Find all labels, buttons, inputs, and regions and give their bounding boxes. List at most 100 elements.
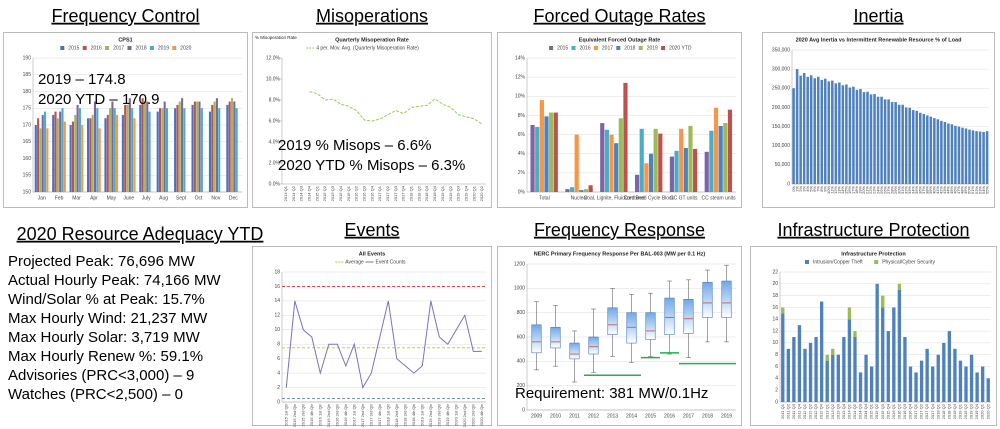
legend-swatch — [638, 46, 643, 50]
bar — [869, 94, 873, 184]
y-tick-label: 0 — [787, 181, 790, 187]
bar — [674, 150, 679, 192]
x-tick-label: 2018 4th Qtr — [411, 403, 416, 426]
bar-segment — [969, 354, 974, 402]
bar — [936, 119, 940, 184]
x-tick-label: Mar — [72, 195, 81, 201]
x-tick-label: 32% — [903, 186, 908, 194]
chart: Quarterly Misoperation Rate % Misoperatio… — [252, 32, 492, 208]
bar — [109, 108, 112, 192]
x-tick-label: 2015 Q4 — [885, 403, 890, 419]
y-tick-label: 0.0% — [269, 181, 281, 187]
y-tick-label: 8 — [277, 342, 280, 348]
chart-frame — [252, 32, 492, 208]
bar — [230, 98, 234, 192]
x-tick-label: Coal, Lignite, Fluidized Bed — [584, 195, 645, 201]
bar — [718, 125, 723, 192]
bar — [143, 101, 146, 192]
x-tick-label: 22% — [868, 186, 873, 194]
bar-segment — [942, 342, 946, 402]
legend-label: 2019 — [158, 45, 169, 51]
bar — [813, 78, 816, 184]
bar-segment — [831, 348, 835, 355]
x-tick-label: 39% — [928, 186, 933, 194]
bar — [128, 98, 131, 192]
bar — [799, 75, 802, 184]
bar — [806, 76, 809, 184]
x-tick-label: 2016 Q3 — [902, 403, 907, 419]
x-tick-label: 2018 3rd Qtr — [402, 403, 407, 426]
bar — [116, 114, 119, 192]
bar — [126, 104, 129, 192]
x-tick-label: 2013 Q2 — [830, 403, 835, 419]
y-tick-label: 10.0% — [266, 76, 281, 82]
x-tick-label: 2019 Q3 — [969, 403, 974, 419]
bar — [76, 104, 79, 192]
box — [721, 280, 732, 318]
bar — [887, 99, 890, 184]
box — [607, 307, 618, 335]
x-tick-label: 38% — [925, 186, 930, 194]
annotation: 2019 – 174.8 — [38, 71, 126, 88]
panel-heading: Inertia — [853, 6, 904, 26]
x-tick-label: 2015 2nd Qtr — [292, 403, 297, 427]
legend-swatch — [874, 260, 879, 264]
bar — [235, 108, 238, 192]
x-tick-label: 50% — [967, 186, 972, 194]
chart: Infrastructure Protection Intrusion/Coppe… — [750, 246, 997, 426]
x-tick-label: 2016 Q1 — [346, 185, 351, 201]
chart-frame — [252, 246, 492, 426]
y-tick-label: 4% — [518, 151, 526, 157]
bar — [52, 114, 55, 192]
summary-item: Max Hourly Renew %: 59.1% — [8, 348, 203, 365]
x-tick-label: 29% — [893, 186, 898, 194]
x-tick-label: 34% — [910, 186, 915, 194]
x-tick-label: 2015 Q1 — [869, 403, 874, 419]
x-tick-label: 2018 Q4 — [952, 403, 957, 419]
bar — [834, 83, 838, 184]
x-tick-label: 2019 Q1 — [958, 403, 963, 419]
bar — [975, 131, 978, 184]
x-tick-label: 43% — [942, 186, 947, 194]
bar — [131, 108, 134, 192]
bar-segment — [803, 348, 807, 402]
x-tick-label: 45% — [949, 186, 954, 194]
legend-swatch — [805, 260, 809, 264]
bar — [904, 107, 908, 184]
box — [626, 312, 637, 344]
x-tick-label: 21% — [865, 186, 870, 194]
x-tick-label: 26% — [882, 186, 887, 194]
y-tick-label: 100,000 — [772, 143, 790, 149]
x-tick-label: 2016 Q3 — [361, 185, 366, 201]
bar — [124, 104, 127, 192]
x-tick-label: 48% — [960, 186, 965, 194]
x-tick-label: 2010 — [550, 413, 561, 419]
x-tick-label: 40% — [932, 186, 937, 194]
x-tick-label: 2015 Q4 — [338, 185, 343, 201]
bar — [866, 91, 869, 184]
bar — [98, 128, 101, 192]
chart-title: CPS1 — [118, 37, 132, 43]
x-tick-label: 0% — [791, 186, 796, 192]
y-tick-label: 12 — [274, 313, 280, 319]
panel-heading: Misoperations — [316, 6, 428, 26]
x-tick-label: 2017 Q1 — [913, 403, 918, 419]
x-tick-label: 2015 1st Qtr — [283, 403, 288, 426]
x-tick-label: 2019 2nd Qtr — [428, 403, 433, 427]
bar — [982, 131, 985, 184]
bar — [158, 108, 162, 192]
bar — [553, 112, 558, 192]
bar — [228, 101, 231, 192]
x-tick-label: 2018 Q2 — [416, 185, 421, 201]
x-tick-label: 42% — [939, 186, 944, 194]
chart-title: Quarterly Misoperation Rate — [335, 37, 409, 43]
x-tick-label: 2014 Q2 — [291, 185, 296, 201]
x-tick-label: 23% — [872, 186, 877, 194]
x-tick-label: 2017 Q1 — [377, 185, 382, 201]
y-tick-label: 4.0% — [269, 139, 281, 145]
x-tick-label: 1% — [794, 186, 799, 192]
bar — [943, 121, 947, 184]
y-tick-label: 400 — [517, 359, 526, 365]
x-tick-label: 2012 Q4 — [819, 403, 824, 419]
